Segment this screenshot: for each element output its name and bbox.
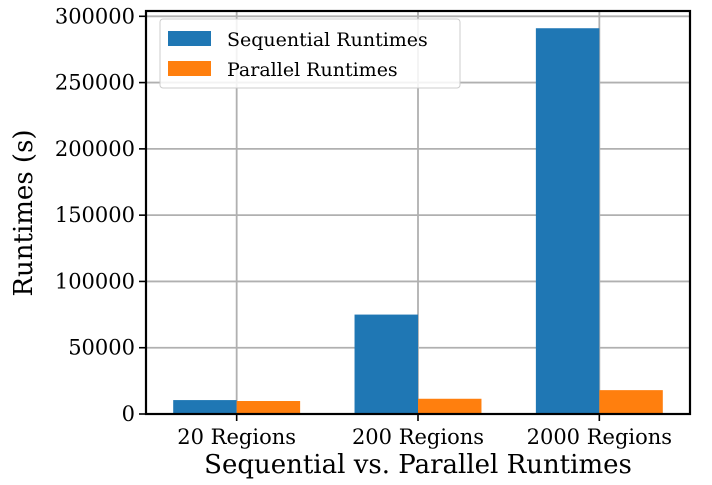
- bar-sequential: [535, 28, 600, 415]
- x-tick-label: 20 Regions: [177, 425, 296, 449]
- y-tick-label: 100000: [55, 269, 135, 293]
- bars: [173, 28, 663, 415]
- legend-label-sequential: Sequential Runtimes: [227, 29, 428, 51]
- legend-box: [159, 18, 461, 89]
- bar-parallel: [236, 401, 301, 414]
- x-axis-ticks: 20 Regions 200 Regions 2000 Regions: [177, 414, 672, 449]
- y-tick-label: 250000: [55, 71, 135, 95]
- bar-parallel: [599, 390, 663, 414]
- y-tick-label: 300000: [55, 4, 135, 28]
- legend: Sequential Runtimes Parallel Runtimes: [159, 18, 461, 89]
- legend-label-parallel: Parallel Runtimes: [227, 59, 398, 81]
- legend-swatch-sequential: [168, 31, 211, 46]
- y-tick-label: 150000: [55, 203, 135, 227]
- y-tick-label: 50000: [68, 336, 135, 360]
- legend-swatch-parallel: [168, 61, 211, 76]
- y-axis-ticks: 0 50000 100000 150000 200000 250000 300000: [55, 4, 146, 426]
- x-tick-label: 200 Regions: [352, 425, 484, 449]
- bar-sequential: [173, 400, 237, 414]
- bar-sequential: [354, 314, 418, 414]
- y-tick-label: 200000: [55, 137, 135, 161]
- x-axis-label: Sequential vs. Parallel Runtimes: [204, 450, 632, 480]
- y-tick-label: 0: [122, 402, 135, 426]
- x-tick-label: 2000 Regions: [527, 425, 672, 449]
- bar-parallel: [418, 398, 482, 414]
- y-axis-label: Runtimes (s): [9, 129, 39, 296]
